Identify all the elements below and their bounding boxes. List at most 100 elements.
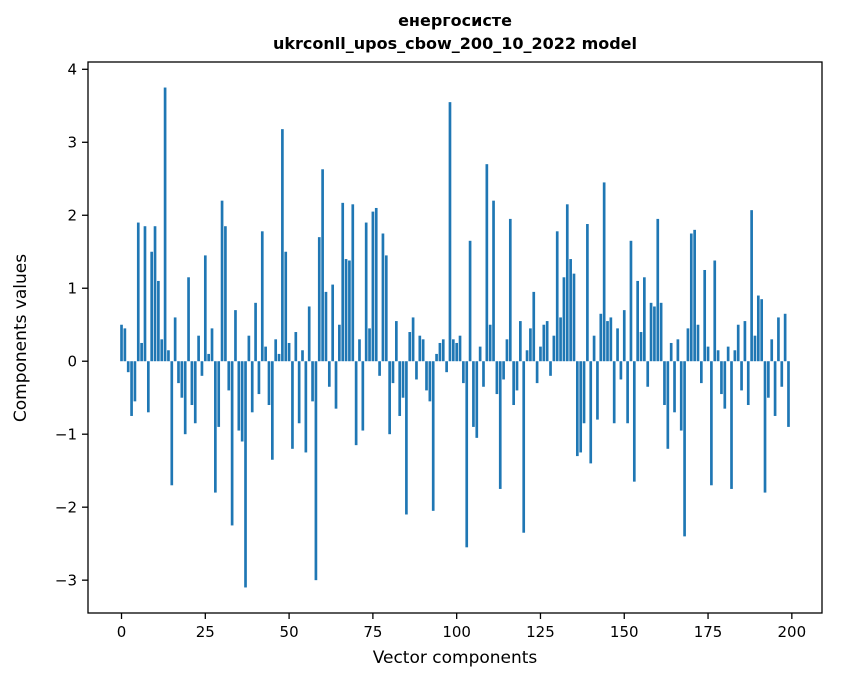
- x-tick-label: 75: [363, 623, 382, 641]
- bar: [478, 346, 482, 362]
- bar: [391, 361, 395, 384]
- bar: [622, 310, 626, 362]
- bar: [693, 229, 696, 362]
- bar: [710, 361, 713, 486]
- bar: [475, 361, 479, 438]
- bar: [763, 361, 767, 493]
- bar: [438, 342, 442, 362]
- bar: [612, 361, 616, 424]
- bar: [297, 361, 301, 424]
- bar: [364, 222, 368, 362]
- bar: [351, 204, 355, 362]
- bar: [753, 335, 757, 362]
- bar: [267, 361, 271, 406]
- bar: [488, 324, 492, 362]
- bar: [220, 200, 224, 362]
- bar: [183, 361, 187, 435]
- bar: [210, 328, 214, 362]
- bar: [492, 200, 495, 362]
- bar: [338, 324, 341, 362]
- bar: [669, 342, 673, 362]
- bar: [341, 202, 345, 362]
- bar: [632, 361, 636, 482]
- bar: [673, 361, 676, 413]
- bar: [596, 361, 599, 420]
- y-tick-label: 3: [67, 134, 77, 152]
- bar: [468, 240, 472, 362]
- bar: [582, 361, 586, 424]
- bar: [599, 313, 603, 362]
- bar: [572, 273, 576, 362]
- x-axis-label: Vector components: [372, 648, 538, 668]
- bar: [418, 335, 422, 362]
- bar: [458, 335, 462, 362]
- bar: [274, 339, 278, 362]
- bar: [713, 260, 717, 362]
- x-tick-label: 200: [778, 623, 807, 641]
- bar: [512, 361, 515, 406]
- bar: [663, 361, 666, 406]
- bar: [405, 361, 408, 515]
- bar: [277, 353, 281, 362]
- bar: [703, 269, 707, 362]
- bar: [408, 332, 412, 362]
- bar: [441, 339, 445, 362]
- axes-box: [87, 61, 823, 614]
- bar: [421, 339, 425, 362]
- bar: [783, 313, 787, 362]
- bar: [428, 361, 432, 402]
- bar: [126, 361, 130, 373]
- bar: [381, 233, 385, 362]
- bar: [157, 280, 160, 362]
- bar: [281, 129, 284, 362]
- bar: [733, 350, 737, 362]
- bar: [361, 361, 365, 431]
- bar: [431, 361, 435, 511]
- bar: [244, 361, 247, 588]
- bar: [143, 226, 147, 362]
- bar: [214, 361, 217, 493]
- bar: [656, 218, 660, 362]
- bar: [260, 231, 264, 362]
- chart-title-line-1: енергосисте: [398, 11, 512, 30]
- bar: [592, 335, 596, 362]
- bar: [247, 335, 251, 362]
- bar: [619, 361, 623, 380]
- bar: [411, 317, 415, 362]
- bar: [636, 280, 639, 362]
- bar: [740, 361, 743, 391]
- bar: [549, 361, 552, 376]
- bar: [294, 332, 298, 362]
- bar: [683, 361, 686, 537]
- bar: [559, 317, 562, 362]
- bar: [264, 346, 267, 362]
- bar: [555, 231, 559, 362]
- bar: [187, 277, 190, 362]
- bar: [767, 361, 770, 398]
- bar: [140, 342, 143, 362]
- bar: [311, 361, 314, 402]
- bar: [589, 361, 593, 464]
- bar: [472, 361, 475, 427]
- bar: [609, 317, 613, 362]
- bar: [227, 361, 231, 391]
- bar: [234, 310, 237, 362]
- bar: [723, 361, 727, 409]
- bar: [398, 361, 402, 416]
- bar: [291, 361, 294, 449]
- bar: [716, 350, 720, 362]
- bar: [384, 255, 388, 362]
- y-tick-label: 1: [67, 279, 77, 297]
- bar: [167, 350, 170, 362]
- bar: [284, 251, 288, 362]
- bar: [271, 361, 274, 460]
- bar: [552, 335, 556, 362]
- bar: [455, 342, 459, 362]
- bar: [780, 361, 784, 387]
- bar: [525, 350, 529, 362]
- bar: [200, 361, 204, 376]
- bar: [240, 361, 244, 442]
- bar: [639, 332, 643, 362]
- bar: [746, 361, 750, 406]
